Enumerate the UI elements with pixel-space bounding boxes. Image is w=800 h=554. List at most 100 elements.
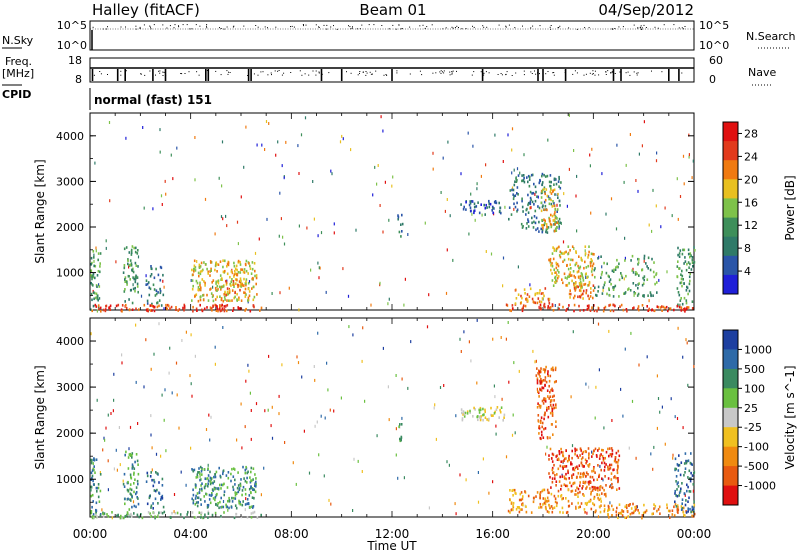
echo-cell xyxy=(591,147,593,151)
echo-cell xyxy=(542,188,544,192)
nsky-dot xyxy=(461,28,463,30)
echo-cell xyxy=(594,488,597,491)
echo-cell xyxy=(555,249,558,253)
echo-cell xyxy=(607,465,609,468)
echo-cell xyxy=(568,457,570,460)
echo-cell xyxy=(129,483,132,486)
echo-cell xyxy=(565,511,568,514)
echo-cell xyxy=(536,367,538,370)
echo-cell xyxy=(207,270,209,274)
echo-cell xyxy=(560,460,562,463)
echo-cell xyxy=(537,402,539,405)
echo-cell xyxy=(538,300,541,303)
echo-cell xyxy=(515,508,518,511)
echo-cell xyxy=(648,308,650,312)
echo-cell xyxy=(155,267,157,271)
echo-cell xyxy=(150,367,152,371)
echo-cell xyxy=(239,500,241,504)
echo-cell xyxy=(228,499,231,502)
echo-cell xyxy=(207,484,209,488)
echo-cell xyxy=(573,274,575,278)
echo-cell xyxy=(555,403,557,406)
echo-cell xyxy=(679,303,681,307)
echo-cell xyxy=(243,284,245,287)
echo-cell xyxy=(482,407,484,411)
echo-cell xyxy=(221,307,224,310)
echo-cell xyxy=(548,458,550,461)
echo-cell xyxy=(195,516,197,519)
echo-cell xyxy=(546,225,548,229)
echo-cell xyxy=(226,486,229,489)
echo-cell xyxy=(579,309,581,312)
echo-cell xyxy=(548,406,550,410)
echo-cell xyxy=(543,427,545,431)
echo-cell xyxy=(633,510,635,513)
echo-cell xyxy=(129,259,132,262)
echo-cell xyxy=(536,227,539,230)
echo-cell xyxy=(209,270,211,273)
echo-cell xyxy=(124,497,126,501)
echo-cell xyxy=(554,304,556,307)
echo-cell xyxy=(241,503,244,507)
echo-cell xyxy=(567,505,570,508)
nave-dot xyxy=(456,70,457,72)
echo-cell xyxy=(540,201,543,205)
echo-cell xyxy=(681,302,684,306)
echo-cell xyxy=(638,274,640,277)
nsky-dot xyxy=(326,28,328,30)
echo-cell xyxy=(602,459,605,462)
echo-cell xyxy=(550,180,552,184)
echo-cell xyxy=(227,292,229,296)
echo-cell xyxy=(213,487,216,491)
echo-cell xyxy=(209,274,211,277)
echo-cell xyxy=(90,308,92,311)
echo-cell xyxy=(130,248,133,252)
nave-dot xyxy=(257,74,259,76)
echo-cell xyxy=(689,461,692,465)
echo-cell xyxy=(134,280,137,284)
echo-cell xyxy=(540,419,542,423)
nave-dot xyxy=(443,72,445,74)
echo-cell xyxy=(130,475,132,479)
echo-cell xyxy=(479,406,482,410)
echo-cell xyxy=(222,500,225,503)
echo-cell xyxy=(395,427,397,431)
nsky-dot xyxy=(458,27,459,28)
nave-dot xyxy=(312,70,314,72)
echo-cell xyxy=(236,438,238,442)
echo-cell xyxy=(253,488,256,492)
echo-cell xyxy=(91,459,93,462)
colorbar-tick-label: 500 xyxy=(744,363,765,376)
colorbar-segment xyxy=(723,349,738,370)
nave-dot xyxy=(350,72,352,74)
echo-cell xyxy=(569,481,571,485)
echo-cell xyxy=(528,295,531,298)
echo-cell xyxy=(637,292,640,296)
echo-cell xyxy=(688,275,691,279)
echo-cell xyxy=(128,447,130,451)
echo-cell xyxy=(584,511,586,514)
nsky-dot xyxy=(182,24,184,26)
nsky-dot xyxy=(505,26,507,28)
echo-cell xyxy=(643,294,645,297)
echo-cell xyxy=(543,302,546,306)
echo-cell xyxy=(93,468,95,472)
echo-cell xyxy=(122,479,124,483)
echo-cell xyxy=(223,295,226,299)
nsky-dot xyxy=(663,24,665,26)
echo-cell xyxy=(551,510,554,514)
echo-cell xyxy=(214,496,217,499)
echo-cell xyxy=(252,285,255,289)
echo-cell xyxy=(99,513,102,516)
echo-cell xyxy=(237,484,240,487)
echo-cell xyxy=(510,502,513,505)
echo-cell xyxy=(516,208,519,212)
echo-cell xyxy=(545,188,548,191)
echo-cell xyxy=(524,304,527,308)
echo-cell xyxy=(119,516,122,520)
echo-cell xyxy=(683,282,685,285)
echo-cell xyxy=(443,384,445,387)
echo-cell xyxy=(544,368,547,372)
nave-dot xyxy=(530,71,532,73)
echo-cell xyxy=(612,309,615,313)
